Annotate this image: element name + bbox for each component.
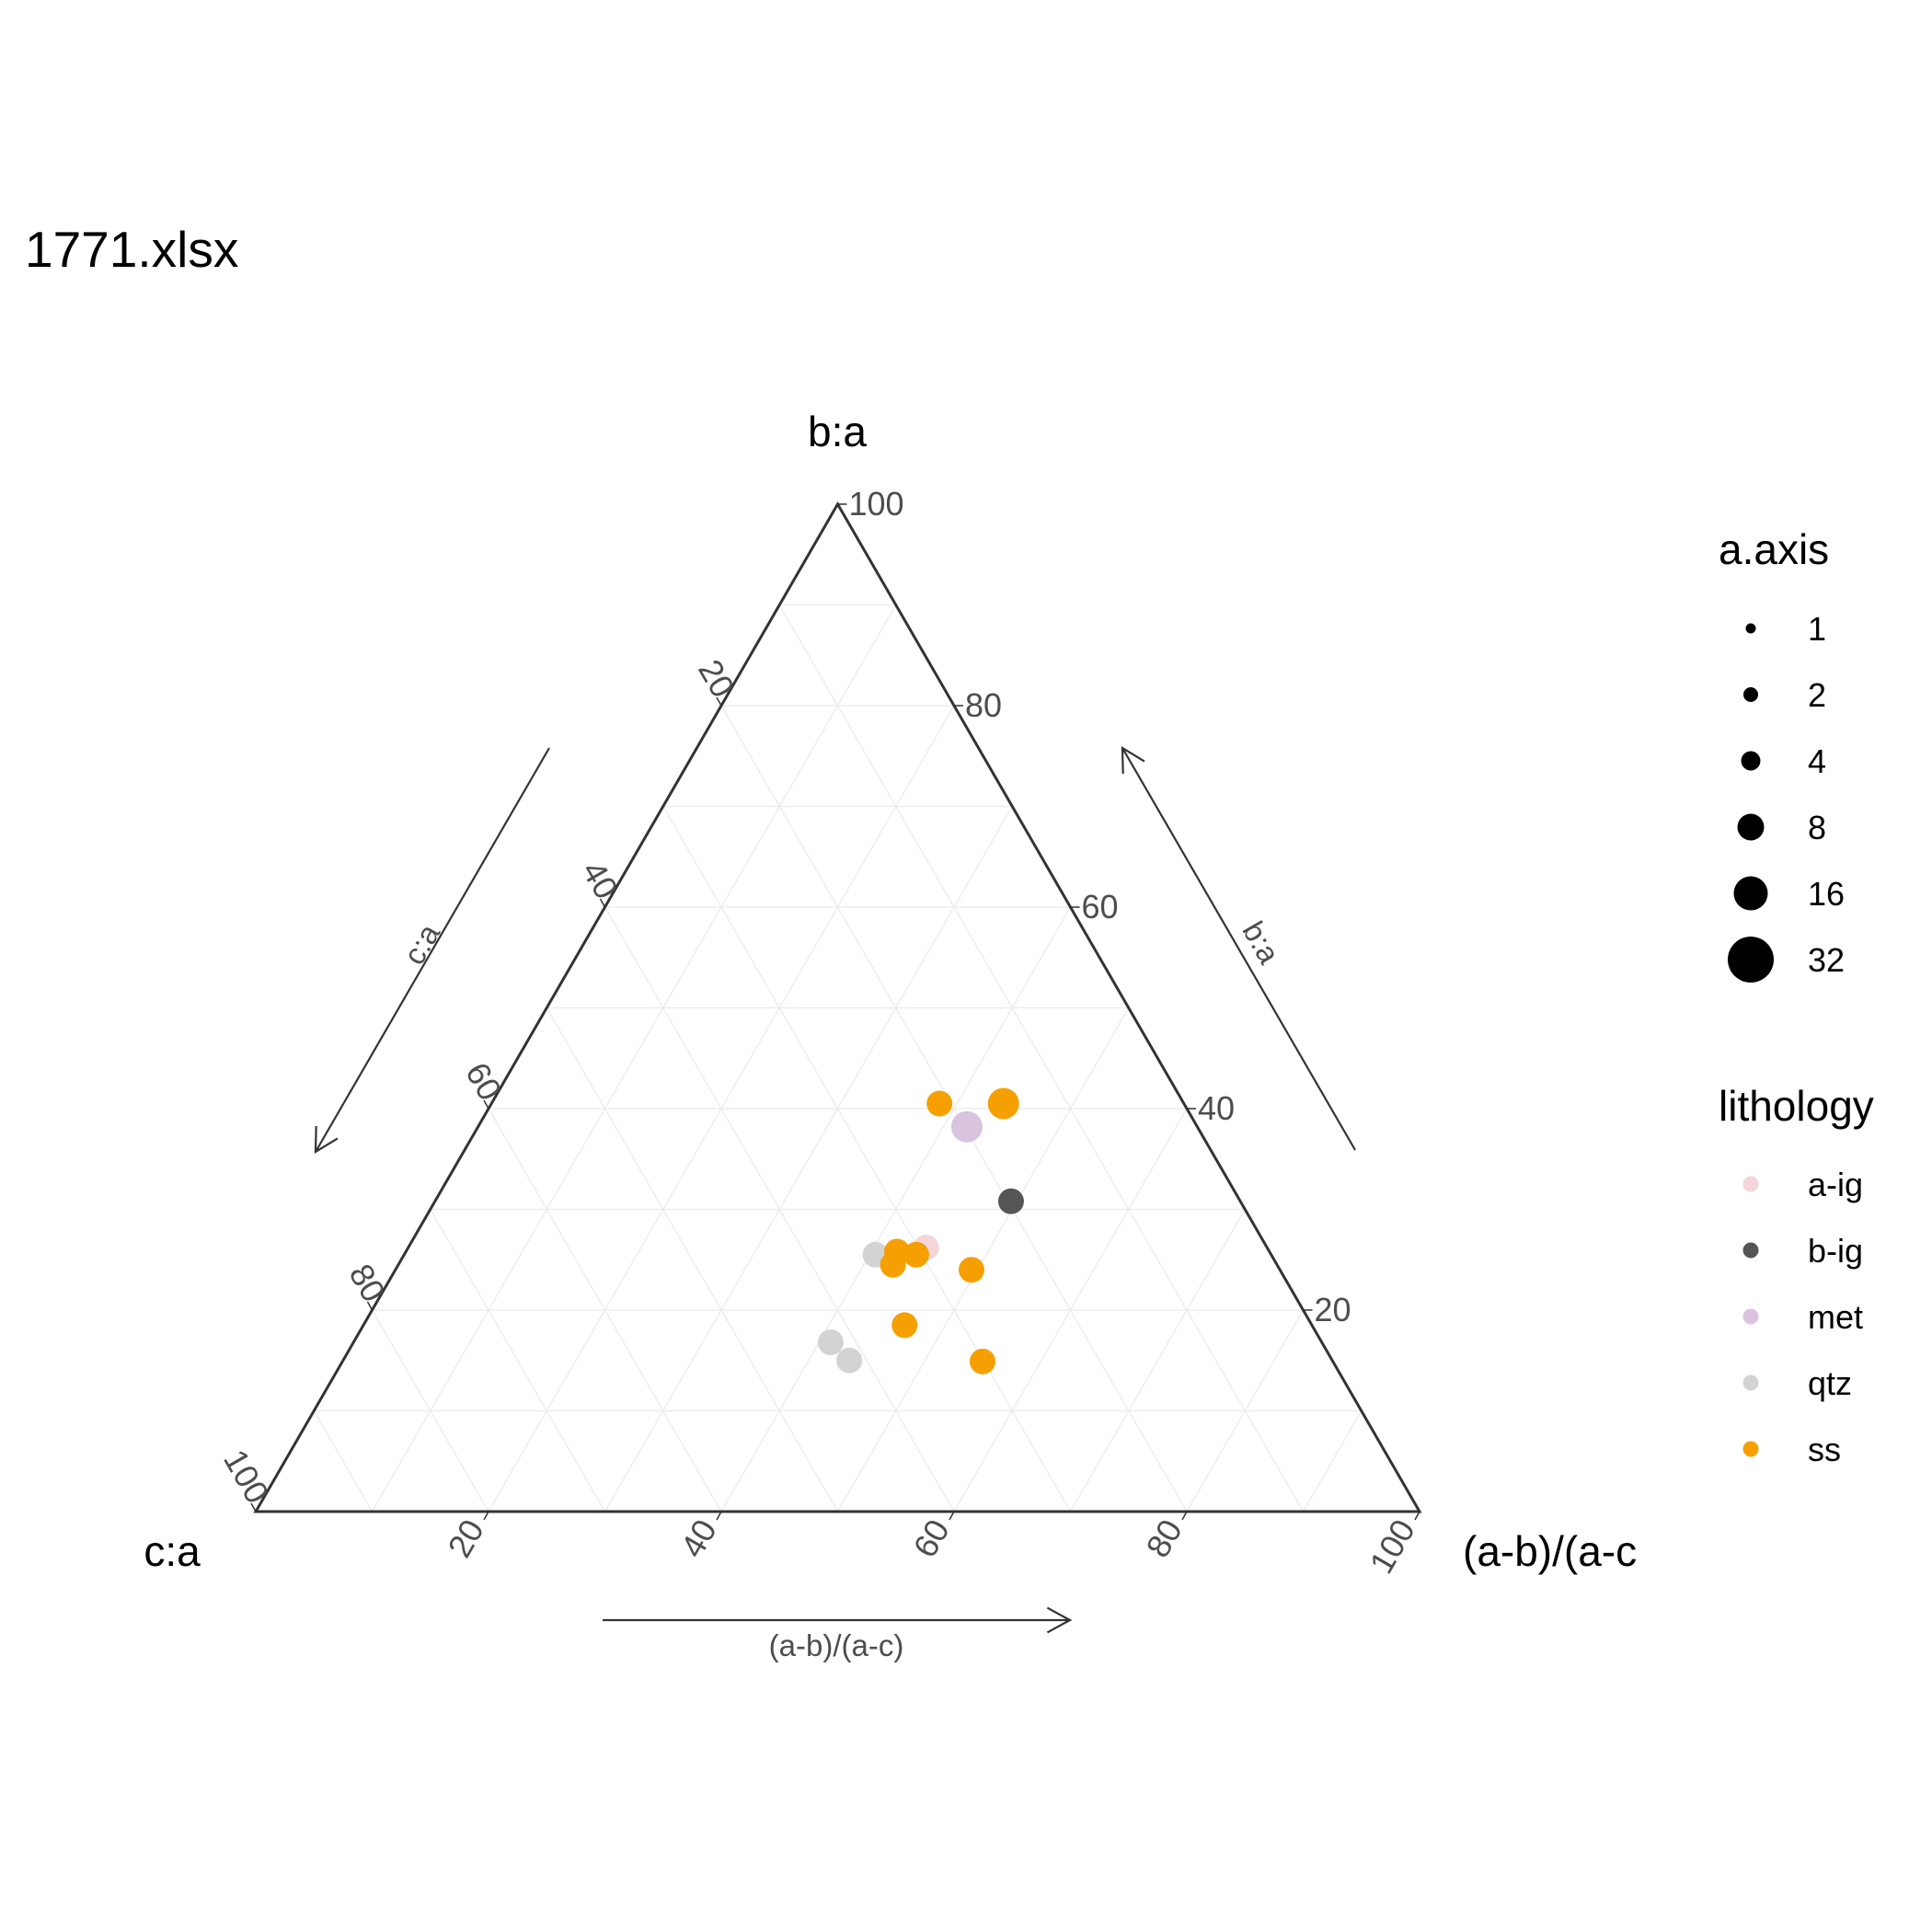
size-legend-key [1737,813,1765,841]
left-tick-mark [483,1099,489,1110]
grid-line [953,1108,1188,1512]
grid-line [604,806,1013,1512]
size-legend-label: 1 [1808,610,1826,648]
color-legend-label: qtz [1808,1364,1852,1402]
left-axis-arrow [315,747,550,1153]
grid-line [1069,1209,1246,1512]
grid-line [1186,1309,1305,1512]
right-axis-title: (a-b)/(a-c [1463,1527,1637,1575]
right-tick-label: 100 [849,485,904,523]
size-legend-key [1733,876,1768,911]
grid-line [313,1410,374,1512]
grid-line [371,1309,489,1512]
bottom-arrow-label: (a-b)/(a-c) [769,1628,904,1662]
color-legend-label: b-ig [1808,1232,1863,1270]
axis-titles: b:a c:a (a-b)/(a-c [144,408,1637,1575]
left-tick-label: 60 [458,1056,510,1107]
bottom-tick-label: 40 [673,1513,724,1564]
plot-title: 1771.xlsx [25,221,238,278]
data-point-ss [969,1348,995,1374]
bottom-tick-mark [1414,1511,1420,1521]
bottom-tick-label: 20 [440,1513,491,1564]
right-axis-arrow-head [1121,746,1145,775]
bottom-tick-mark [1181,1511,1188,1521]
left-tick-mark [250,1502,257,1512]
triangle-outline [253,501,1422,1513]
right-tick-label: 20 [1315,1291,1351,1328]
legend: a.axis 1 2 4 8 16 32 lithology a-ig b-ig met qtz ss [1719,525,1874,1468]
data-point-b-ig [997,1188,1024,1214]
axis-ticks: 20 20 20 40 40 40 60 60 60 80 80 80 100 100 100 [216,485,1422,1580]
color-legend-key-qtz [1742,1374,1759,1391]
grid-line [546,1007,839,1512]
bottom-tick-mark [483,1511,489,1521]
data-point-qtz [836,1347,863,1374]
data-points [817,1087,1024,1374]
data-point-ss [880,1251,906,1278]
left-tick-mark [599,898,606,908]
bottom-tick-label: 100 [1362,1513,1422,1581]
data-point-met [950,1110,983,1143]
right-tick-label: 60 [1082,888,1119,926]
top-axis-title: b:a [808,408,867,455]
size-legend-label: 4 [1808,742,1826,780]
bottom-tick-mark [949,1511,955,1521]
color-legend-title: lithology [1719,1082,1874,1130]
color-legend-label: ss [1808,1431,1841,1468]
right-arrow-label: b:a [1236,915,1286,970]
bottom-tick-mark [716,1511,722,1521]
color-legend-label: met [1808,1298,1863,1336]
triangle-frame [253,501,1422,1513]
bottom-tick-label: 80 [1138,1513,1190,1564]
color-legend-key-ss [1742,1441,1759,1457]
color-legend-key-a-ig [1742,1176,1759,1192]
size-legend-key [1745,623,1756,634]
color-legend-key-met [1742,1308,1759,1325]
grid-line [778,604,1305,1512]
left-tick-label: 20 [691,653,742,704]
data-point-qtz [817,1329,844,1356]
data-point-ss [958,1257,984,1283]
left-axis-arrow-head [314,1125,339,1154]
grid [313,604,1363,1512]
grid-line [488,1108,722,1512]
size-legend-key [1741,751,1761,771]
grid-line [371,604,897,1512]
grid-line [1302,1410,1363,1512]
left-tick-mark [366,1301,374,1311]
grid-line [836,1007,1130,1512]
left-tick-label: 100 [216,1443,277,1510]
left-tick-label: 40 [575,855,627,905]
color-legend-key-b-ig [1742,1242,1759,1259]
right-tick-label: 80 [965,686,1002,724]
left-tick-label: 80 [342,1258,394,1308]
data-point-ss [987,1087,1019,1120]
size-legend-label: 8 [1808,809,1826,846]
bottom-axis-arrow-head [1046,1606,1073,1634]
left-axis-title: c:a [144,1527,201,1575]
size-legend-label: 16 [1808,875,1845,913]
grid-line [430,1209,606,1512]
data-point-ss [903,1241,929,1268]
size-legend-key [1743,687,1758,702]
size-legend-key [1728,937,1774,983]
right-tick-label: 40 [1198,1089,1235,1127]
size-legend-label: 32 [1808,941,1845,979]
data-point-ss [926,1090,953,1117]
left-tick-mark [716,696,722,707]
right-axis-arrow [1121,747,1356,1151]
grid-line [662,806,1072,1512]
size-legend-title: a.axis [1719,525,1829,573]
color-legend-label: a-ig [1808,1166,1863,1203]
bottom-tick-label: 60 [905,1513,957,1564]
data-point-ss [891,1312,918,1339]
size-legend-label: 2 [1808,676,1826,714]
left-arrow-label: c:a [397,917,446,970]
